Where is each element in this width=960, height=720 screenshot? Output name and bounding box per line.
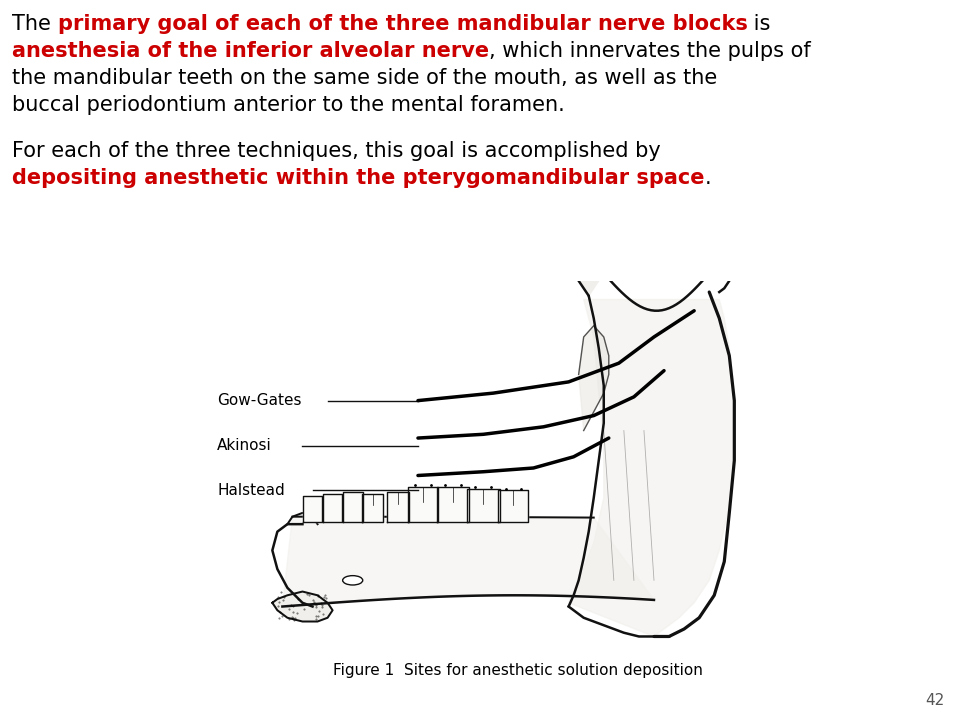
Text: For each of the three techniques, this goal is accomplished by: For each of the three techniques, this g…	[12, 141, 660, 161]
Polygon shape	[467, 489, 499, 522]
Polygon shape	[559, 225, 604, 296]
Polygon shape	[408, 487, 438, 522]
Polygon shape	[273, 592, 332, 621]
Text: depositing anesthetic within the pterygomandibular space: depositing anesthetic within the pterygo…	[12, 168, 705, 188]
Ellipse shape	[691, 217, 737, 247]
Text: 42: 42	[925, 693, 945, 708]
Text: Halstead: Halstead	[217, 483, 285, 498]
Ellipse shape	[343, 576, 363, 585]
Text: anesthesia of the inferior alveolar nerve: anesthesia of the inferior alveolar nerv…	[12, 41, 490, 61]
Polygon shape	[498, 490, 528, 522]
Polygon shape	[362, 494, 383, 522]
Polygon shape	[343, 492, 363, 522]
Text: primary goal of each of the three mandibular nerve blocks: primary goal of each of the three mandib…	[58, 14, 748, 34]
Text: buccal periodontium anterior to the mental foramen.: buccal periodontium anterior to the ment…	[12, 95, 564, 115]
Text: is: is	[748, 14, 771, 34]
Polygon shape	[387, 492, 409, 522]
Text: , which innervates the pulps of: , which innervates the pulps of	[490, 41, 811, 61]
Text: Gow-Gates: Gow-Gates	[217, 393, 301, 408]
Polygon shape	[303, 496, 322, 522]
Text: Akinosi: Akinosi	[217, 438, 272, 453]
Polygon shape	[437, 487, 469, 522]
Polygon shape	[579, 325, 609, 431]
Text: .: .	[705, 168, 711, 188]
Polygon shape	[324, 494, 342, 522]
Polygon shape	[282, 517, 654, 606]
Text: The: The	[12, 14, 58, 34]
Polygon shape	[568, 300, 734, 636]
Text: Figure 1  Sites for anesthetic solution deposition: Figure 1 Sites for anesthetic solution d…	[333, 663, 704, 678]
Text: the mandibular teeth on the same side of the mouth, as well as the: the mandibular teeth on the same side of…	[12, 68, 717, 88]
